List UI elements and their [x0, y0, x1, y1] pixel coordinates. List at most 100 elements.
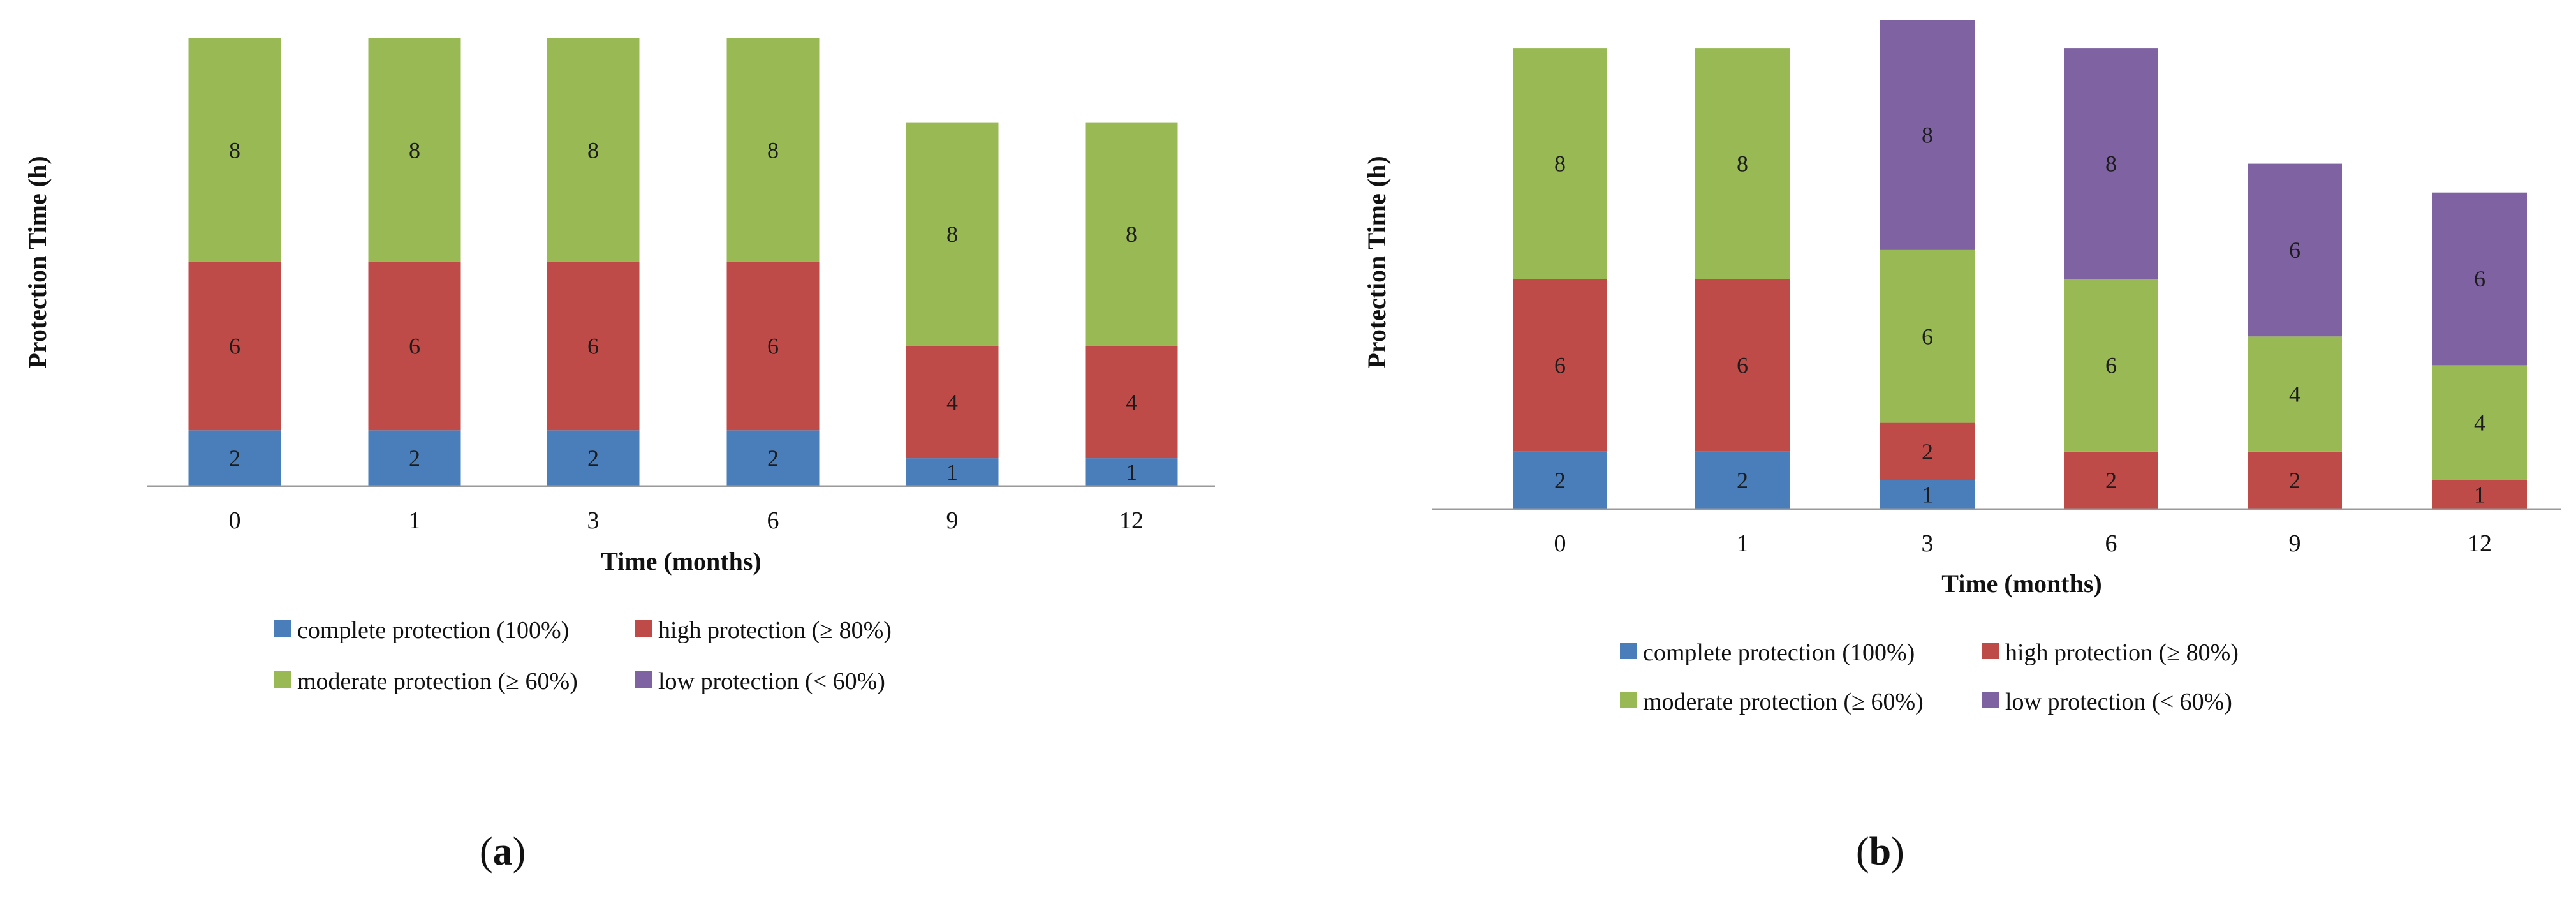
bar-segment-high-0: [188, 262, 281, 431]
legend-a: complete protection (100%) high protectio…: [274, 617, 892, 695]
data-label-complete-3: 1: [1922, 482, 1933, 507]
legend-swatch-complete: [1620, 643, 1637, 659]
data-label-high-6: 2: [2105, 468, 2117, 493]
data-label-complete-0: 2: [1554, 468, 1566, 493]
legend-swatch-high: [635, 620, 652, 637]
data-label-complete-0: 2: [229, 445, 240, 471]
bar-segment-moderate-0: [1513, 48, 1607, 279]
caption-a-close: ): [512, 830, 526, 874]
data-label-moderate-12: 8: [1126, 221, 1137, 247]
bar-segment-high-3: [1880, 422, 1975, 480]
legend-label-complete: complete protection (100%): [297, 617, 569, 644]
legend-swatch-moderate: [1620, 692, 1637, 708]
bar-segment-low-9: [2248, 163, 2342, 337]
x-tick-label-0: 0: [1554, 530, 1566, 557]
caption-b-letter: b: [1869, 830, 1892, 874]
data-label-high-1: 6: [1737, 352, 1748, 378]
bar-segment-high-1: [1695, 279, 1790, 452]
x-tick-label-6: 6: [767, 507, 779, 534]
bar-segment-high-0: [1513, 279, 1607, 452]
caption-b-open: (: [1856, 830, 1869, 874]
legend-swatch-low: [635, 671, 652, 688]
x-tick-label-9: 9: [946, 507, 959, 534]
caption-b-close: ): [1891, 830, 1904, 874]
data-label-moderate-1: 8: [409, 138, 420, 163]
bar-segment-high-6: [726, 262, 820, 431]
bar-segment-complete-0: [1513, 451, 1607, 509]
data-label-high-9: 4: [946, 389, 958, 415]
legend-b: complete protection (100%) high protectio…: [1620, 639, 2239, 715]
bar-segment-moderate-3: [1880, 249, 1975, 423]
bar-segment-high-3: [547, 262, 640, 431]
data-label-moderate-9: 8: [946, 221, 958, 247]
data-label-high-1: 6: [409, 334, 420, 359]
x-tick-label-12: 12: [1119, 507, 1144, 534]
legend-label-low: low protection (< 60%): [658, 668, 885, 695]
data-label-moderate-6: 6: [2105, 352, 2117, 378]
x-tick-label-3: 3: [1922, 530, 1934, 557]
legend-label-low: low protection (< 60%): [2005, 688, 2232, 715]
x-tick-label-9: 9: [2289, 530, 2301, 557]
legend-label-high: high protection (≥ 80%): [2005, 639, 2239, 666]
bar-segment-moderate-3: [547, 38, 640, 262]
caption-a-open: (: [480, 830, 493, 874]
data-label-high-9: 2: [2289, 468, 2300, 493]
data-label-high-3: 6: [587, 334, 599, 359]
x-axis-title-a: Time (months): [601, 547, 761, 576]
bar-segment-moderate-6: [726, 38, 820, 262]
data-label-complete-6: 2: [767, 445, 779, 471]
panel-caption-b: (b): [1856, 829, 1904, 875]
data-label-high-0: 6: [229, 334, 240, 359]
bar-segment-complete-9: [906, 458, 999, 486]
data-label-high-12: 4: [1126, 389, 1137, 415]
x-tick-label-3: 3: [587, 507, 600, 534]
bar-segment-high-9: [2248, 451, 2342, 509]
bar-segment-high-1: [368, 262, 461, 431]
bar-segment-moderate-9: [906, 122, 999, 346]
legend-label-complete: complete protection (100%): [1643, 639, 1915, 666]
data-label-high-12: 1: [2474, 482, 2485, 507]
data-label-complete-12: 1: [1126, 459, 1137, 485]
x-tick-label-0: 0: [229, 507, 241, 534]
data-label-moderate-9: 4: [2289, 382, 2300, 407]
data-label-low-12: 6: [2474, 266, 2485, 292]
data-label-moderate-0: 8: [1554, 151, 1566, 177]
data-label-moderate-3: 8: [587, 138, 599, 163]
panel-caption-a: (a): [480, 829, 526, 875]
data-label-moderate-3: 6: [1922, 323, 1933, 349]
bar-segment-complete-0: [188, 430, 281, 487]
bar-segment-moderate-9: [2248, 336, 2342, 452]
data-label-complete-1: 2: [1737, 468, 1748, 493]
bar-segment-low-6: [2064, 48, 2158, 279]
chart-panel-a: 2 6 8 2 6 8 2 6 8 2 6 8 1 4 8 1 4 8 0 1 3 6 9 12 Time (months) Pr…: [0, 0, 1282, 922]
data-label-low-3: 8: [1922, 123, 1933, 148]
data-label-high-3: 2: [1922, 439, 1933, 465]
y-axis-title-b: Protection Time (h): [1362, 156, 1391, 368]
bar-segment-complete-1: [368, 430, 461, 487]
bar-segment-low-3: [1880, 20, 1975, 250]
data-label-low-9: 6: [2289, 237, 2300, 263]
chart-panel-b: 2 6 8 2 6 8 1 2 6 8 2 6 8 2 4 6 1 4 6 0 1 3 6 9 12 Time (months) P…: [1295, 0, 2576, 922]
bar-segment-high-12: [1085, 346, 1178, 459]
bar-segment-moderate-1: [1695, 48, 1790, 279]
x-tick-label-12: 12: [2468, 530, 2492, 557]
bar-segment-complete-1: [1695, 451, 1790, 509]
bar-segment-moderate-1: [368, 38, 461, 262]
bar-segment-complete-3: [547, 430, 640, 487]
bar-segment-complete-6: [726, 430, 820, 487]
x-axis-title-b: Time (months): [1941, 569, 2101, 598]
legend-label-moderate: moderate protection (≥ 60%): [1643, 688, 1924, 715]
data-label-complete-9: 1: [946, 459, 958, 485]
data-label-high-0: 6: [1554, 352, 1566, 378]
x-tick-label-1: 1: [1737, 530, 1749, 557]
bar-segment-moderate-12: [1085, 122, 1178, 346]
data-label-high-6: 6: [767, 334, 779, 359]
bar-segment-complete-3: [1880, 480, 1975, 509]
bars-group-b: 2 6 8 2 6 8 1 2 6 8 2 6 8 2 4 6 1 4 6: [1513, 20, 2527, 509]
caption-a-letter: a: [492, 830, 513, 874]
bar-segment-high-9: [906, 346, 999, 459]
legend-label-high: high protection (≥ 80%): [658, 617, 892, 644]
bar-segment-moderate-6: [2064, 279, 2158, 452]
data-label-low-6: 8: [2105, 151, 2117, 177]
